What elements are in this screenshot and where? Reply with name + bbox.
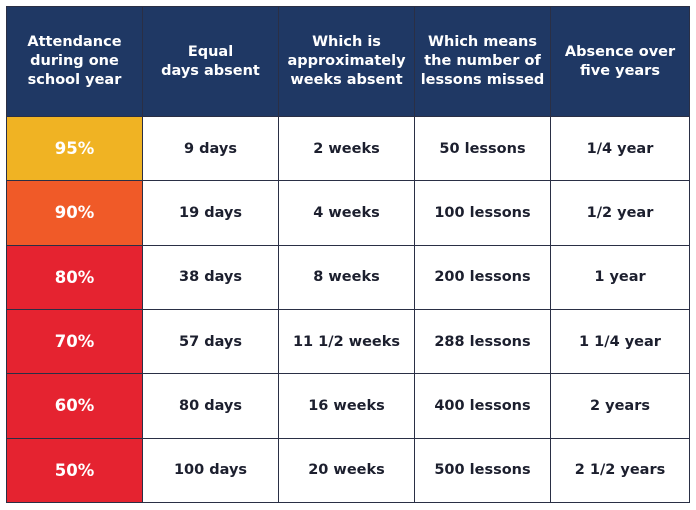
- header-lessons-missed: Which means the number of lessons missed: [414, 6, 551, 117]
- days-cell: 38 days: [142, 244, 279, 310]
- five-years-cell: 2 years: [550, 373, 690, 439]
- table-row: 70% 57 days 11 1/2 weeks 288 lessons 1 1…: [6, 308, 690, 375]
- attendance-cell: 70%: [6, 308, 143, 375]
- days-cell: 100 days: [142, 437, 279, 504]
- days-cell: 57 days: [142, 308, 279, 375]
- attendance-table: Attendance during one school year Equal …: [6, 6, 690, 504]
- five-years-cell: 1 year: [550, 244, 690, 310]
- weeks-cell: 8 weeks: [278, 244, 415, 310]
- attendance-cell: 95%: [6, 115, 143, 182]
- weeks-cell: 2 weeks: [278, 115, 415, 182]
- table-row: 90% 19 days 4 weeks 100 lessons 1/2 year: [6, 180, 690, 246]
- lessons-cell: 50 lessons: [414, 115, 551, 182]
- five-years-cell: 1/4 year: [550, 115, 690, 182]
- attendance-cell: 90%: [6, 180, 143, 246]
- attendance-cell: 80%: [6, 244, 143, 310]
- lessons-cell: 200 lessons: [414, 244, 551, 310]
- five-years-cell: 2 1/2 years: [550, 437, 690, 504]
- attendance-cell: 50%: [6, 437, 143, 504]
- days-cell: 19 days: [142, 180, 279, 246]
- weeks-cell: 16 weeks: [278, 373, 415, 439]
- weeks-cell: 20 weeks: [278, 437, 415, 504]
- header-attendance: Attendance during one school year: [6, 6, 143, 117]
- table-row: 50% 100 days 20 weeks 500 lessons 2 1/2 …: [6, 437, 690, 504]
- days-cell: 9 days: [142, 115, 279, 182]
- header-weeks-absent: Which is approximately weeks absent: [278, 6, 415, 117]
- attendance-cell: 60%: [6, 373, 143, 439]
- header-five-years: Absence over five years: [550, 6, 690, 117]
- lessons-cell: 400 lessons: [414, 373, 551, 439]
- lessons-cell: 500 lessons: [414, 437, 551, 504]
- five-years-cell: 1/2 year: [550, 180, 690, 246]
- table-row: 60% 80 days 16 weeks 400 lessons 2 years: [6, 373, 690, 439]
- days-cell: 80 days: [142, 373, 279, 439]
- lessons-cell: 288 lessons: [414, 308, 551, 375]
- header-days-absent: Equal days absent: [142, 6, 279, 117]
- weeks-cell: 4 weeks: [278, 180, 415, 246]
- weeks-cell: 11 1/2 weeks: [278, 308, 415, 375]
- table-row: 80% 38 days 8 weeks 200 lessons 1 year: [6, 244, 690, 310]
- five-years-cell: 1 1/4 year: [550, 308, 690, 375]
- header-row: Attendance during one school year Equal …: [6, 6, 690, 117]
- lessons-cell: 100 lessons: [414, 180, 551, 246]
- table-row: 95% 9 days 2 weeks 50 lessons 1/4 year: [6, 115, 690, 182]
